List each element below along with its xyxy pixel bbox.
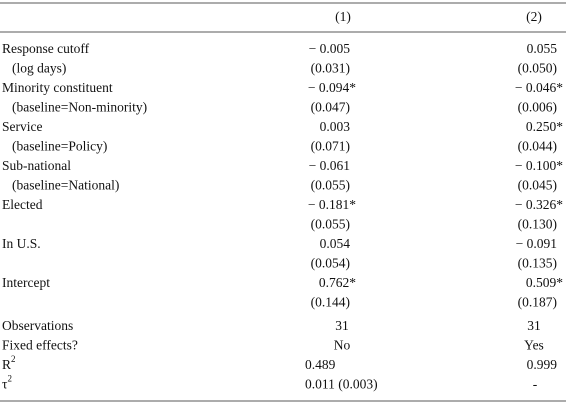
- row-label: (log days): [12, 61, 66, 76]
- stat-value: 0.489: [305, 357, 336, 372]
- cell-value: (0.055): [311, 178, 350, 193]
- row-label: Sub-national: [2, 158, 71, 173]
- column-header: (2): [526, 9, 542, 24]
- row-label: (baseline=Policy): [12, 139, 107, 154]
- cell-value: (0.045): [518, 178, 557, 193]
- cell-value: (0.006): [518, 100, 557, 115]
- row-label: In U.S.: [2, 236, 41, 251]
- cell-value: 0.055: [527, 41, 558, 56]
- row-label: Intercept: [2, 275, 50, 290]
- cell-value: 0.509*: [526, 275, 563, 290]
- cell-value: (0.055): [311, 217, 350, 232]
- row-label: Response cutoff: [2, 41, 90, 56]
- cell-value: − 0.326*: [515, 197, 563, 212]
- stat-label-text: τ: [2, 377, 8, 392]
- cell-value: 0.250*: [526, 119, 563, 134]
- stat-label-sup: 2: [7, 374, 12, 384]
- row-label: Elected: [2, 197, 43, 212]
- row-label: Minority constituent: [2, 80, 113, 95]
- cell-value: (0.135): [518, 256, 557, 271]
- cell-value: − 0.181*: [308, 197, 356, 212]
- stat-value: 0.999: [527, 357, 558, 372]
- cell-value: 0.054: [320, 236, 351, 251]
- stat-label: Observations: [2, 318, 73, 333]
- stat-label: τ2: [2, 374, 12, 392]
- cell-value: − 0.046*: [515, 80, 563, 95]
- cell-value: − 0.091: [516, 236, 557, 251]
- cell-value: (0.144): [311, 295, 350, 310]
- stat-value: No: [334, 338, 351, 353]
- cell-value: − 0.005: [309, 41, 351, 56]
- row-label: Service: [2, 119, 42, 134]
- cell-value: 0.762*: [319, 275, 356, 290]
- stat-value: Yes: [524, 338, 544, 353]
- cell-value: (0.187): [518, 295, 557, 310]
- stat-value: 31: [335, 318, 349, 333]
- column-header: (1): [335, 9, 351, 24]
- stat-label-text: R: [2, 357, 11, 372]
- stat-value: 0.011 (0.003): [305, 377, 378, 392]
- cell-value: − 0.061: [309, 158, 350, 173]
- stat-label-text: Fixed effects?: [2, 338, 78, 353]
- cell-value: − 0.094*: [308, 80, 356, 95]
- cell-value: (0.054): [311, 256, 350, 271]
- stat-value: 31: [527, 318, 541, 333]
- stat-value: -: [533, 377, 538, 392]
- cell-value: (0.044): [518, 139, 557, 154]
- cell-value: (0.031): [311, 61, 350, 76]
- cell-value: (0.071): [311, 139, 350, 154]
- row-label: (baseline=Non-minority): [12, 100, 147, 115]
- cell-value: (0.047): [311, 100, 350, 115]
- cell-value: − 0.100*: [515, 158, 563, 173]
- stat-label: R2: [2, 354, 16, 372]
- cell-value: (0.130): [518, 217, 557, 232]
- row-label: (baseline=National): [12, 178, 119, 193]
- stat-label-text: Observations: [2, 318, 73, 333]
- stat-label: Fixed effects?: [2, 338, 78, 353]
- cell-value: 0.003: [320, 119, 351, 134]
- cell-value: (0.050): [518, 61, 557, 76]
- stat-label-sup: 2: [11, 354, 16, 364]
